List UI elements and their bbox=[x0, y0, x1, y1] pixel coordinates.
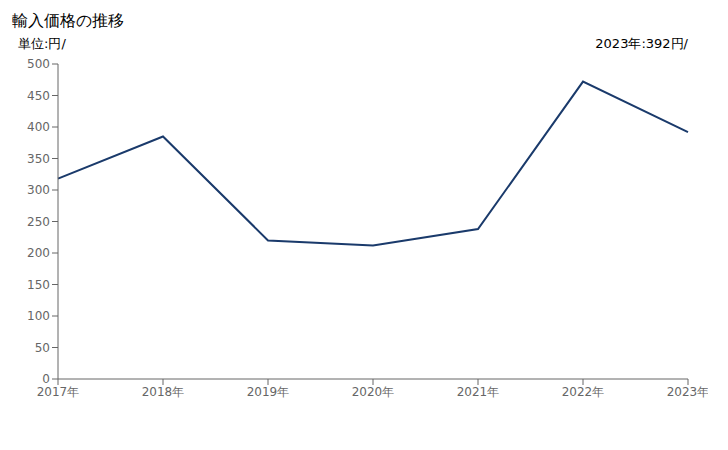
svg-text:400: 400 bbox=[27, 120, 50, 134]
svg-text:300: 300 bbox=[27, 183, 50, 197]
svg-text:2023年: 2023年 bbox=[667, 385, 708, 399]
svg-text:250: 250 bbox=[27, 215, 50, 229]
html-text:輸入価格の推移: 輸入価格の推移 bbox=[12, 11, 124, 30]
svg-text:2019年: 2019年 bbox=[247, 385, 290, 399]
svg-text:500: 500 bbox=[27, 57, 50, 71]
svg-text:2017年: 2017年 bbox=[37, 385, 80, 399]
html-text:2023年:392円/: 2023年:392円/ bbox=[595, 36, 688, 51]
svg-text:0: 0 bbox=[42, 372, 50, 386]
svg-text:150: 150 bbox=[27, 278, 50, 292]
svg-text:2020年: 2020年 bbox=[352, 385, 395, 399]
svg-text:350: 350 bbox=[27, 152, 50, 166]
svg-text:100: 100 bbox=[27, 309, 50, 323]
svg-text:50: 50 bbox=[35, 341, 50, 355]
svg-text:450: 450 bbox=[27, 89, 50, 103]
svg-text:2018年: 2018年 bbox=[142, 385, 185, 399]
svg-text:2022年: 2022年 bbox=[562, 385, 605, 399]
html-text:単位:円/: 単位:円/ bbox=[18, 36, 66, 51]
svg-text:200: 200 bbox=[27, 246, 50, 260]
svg-text:2021年: 2021年 bbox=[457, 385, 500, 399]
